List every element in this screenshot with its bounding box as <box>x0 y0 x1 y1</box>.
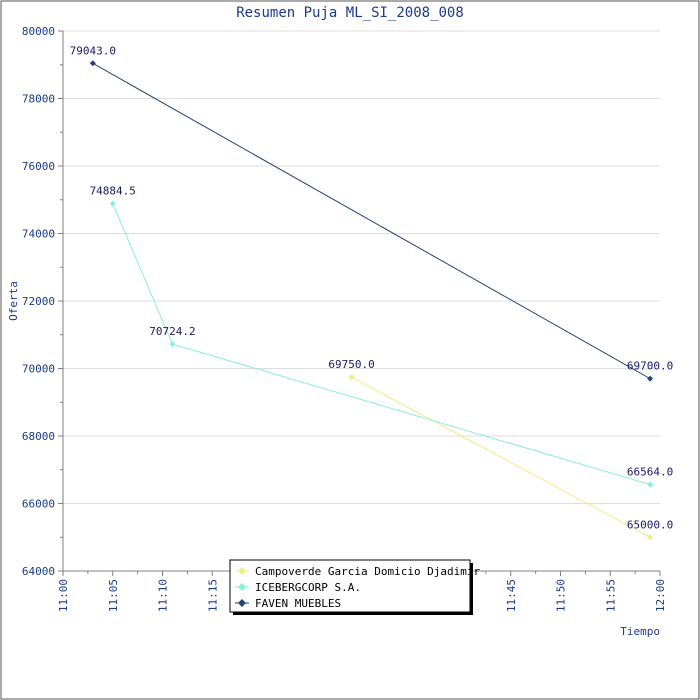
y-tick-label: 80000 <box>22 25 55 38</box>
data-point-marker <box>647 481 654 488</box>
x-tick-label: 11:55 <box>604 579 617 612</box>
data-point-marker <box>109 200 116 207</box>
y-axis-title: Oferta <box>7 281 20 321</box>
x-tick-label: 11:45 <box>505 579 518 612</box>
x-tick-label: 11:00 <box>57 579 70 612</box>
grid-layer <box>63 30 660 504</box>
x-tick-label: 12:00 <box>654 579 667 612</box>
legend: Campoverde Garcia Domicio Djadimir ICEBER… <box>229 559 481 615</box>
data-label: 69700.0 <box>627 360 673 373</box>
data-label: 66564.0 <box>627 465 673 478</box>
legend-swatch-marker <box>238 599 246 607</box>
data-label: 70724.2 <box>149 325 195 338</box>
series-layer <box>89 60 654 541</box>
x-tick-label: 11:15 <box>206 579 219 612</box>
x-tick-label: 11:50 <box>555 579 568 612</box>
series-line-2 <box>92 62 651 380</box>
legend-swatch-marker <box>238 567 246 575</box>
data-point-marker <box>169 341 176 348</box>
y-tick-label: 68000 <box>22 430 55 443</box>
data-point-marker <box>348 373 355 380</box>
x-axis-title: Tiempo <box>620 625 660 638</box>
y-tick-label: 72000 <box>22 295 55 308</box>
data-label: 79043.0 <box>70 44 116 57</box>
legend-items: Campoverde Garcia Domicio Djadimir ICEBER… <box>235 565 481 610</box>
data-point-marker <box>89 60 96 67</box>
legend-swatch-marker <box>238 583 246 591</box>
data-point-marker <box>647 375 654 382</box>
x-tick-label: 11:10 <box>157 579 170 612</box>
legend-box <box>229 559 471 613</box>
label-layer: 69750.0 65000.0 74884.5 70724.2 66564.0 79043… <box>70 44 674 531</box>
y-tick-label: 70000 <box>22 363 55 376</box>
y-tick-label: 66000 <box>22 498 55 511</box>
data-label: 69750.0 <box>328 358 374 371</box>
legend-label: Campoverde Garcia Domicio Djadimir <box>255 565 481 578</box>
legend-label: ICEBERGCORP S.A. <box>255 581 361 594</box>
data-point-marker <box>647 534 654 541</box>
series-line-0 <box>351 376 651 538</box>
y-tick-label: 76000 <box>22 160 55 173</box>
legend-label: FAVEN MUEBLES <box>255 597 341 610</box>
data-label: 65000.0 <box>627 518 673 531</box>
chart-title: Resumen Puja ML_SI_2008_008 <box>236 5 464 21</box>
y-tick-label: 78000 <box>22 93 55 106</box>
data-label: 74884.5 <box>90 185 136 198</box>
y-tick-label: 64000 <box>22 565 55 578</box>
y-tick-label: 74000 <box>22 228 55 241</box>
x-tick-label: 11:05 <box>107 579 120 612</box>
